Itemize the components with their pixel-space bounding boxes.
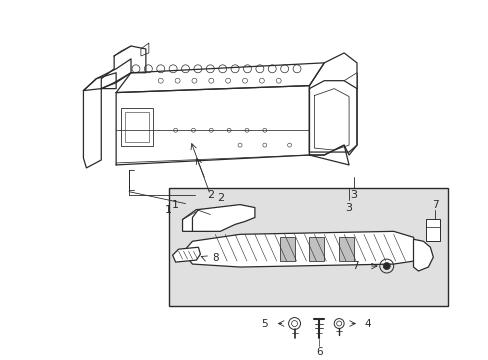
Text: 3: 3 bbox=[345, 203, 352, 212]
Text: 2: 2 bbox=[206, 190, 213, 200]
Text: 6: 6 bbox=[315, 347, 322, 357]
Polygon shape bbox=[339, 237, 353, 261]
Polygon shape bbox=[192, 204, 254, 231]
Polygon shape bbox=[172, 247, 200, 262]
Polygon shape bbox=[309, 237, 324, 261]
Polygon shape bbox=[279, 237, 294, 261]
Circle shape bbox=[383, 262, 389, 270]
Bar bbox=[168, 188, 447, 306]
Text: 1: 1 bbox=[172, 199, 179, 210]
Text: 7: 7 bbox=[352, 261, 358, 271]
Polygon shape bbox=[413, 239, 432, 271]
Bar bbox=[426, 220, 439, 241]
Bar bbox=[125, 112, 148, 142]
Polygon shape bbox=[182, 210, 218, 231]
Polygon shape bbox=[185, 231, 416, 267]
Text: 4: 4 bbox=[363, 319, 370, 329]
Text: 3: 3 bbox=[350, 190, 357, 200]
Text: 2: 2 bbox=[216, 193, 224, 203]
Text: 5: 5 bbox=[261, 319, 267, 329]
Text: 7: 7 bbox=[431, 199, 438, 210]
Text: 8: 8 bbox=[211, 253, 218, 263]
Text: 1: 1 bbox=[165, 204, 172, 215]
Bar bbox=[121, 108, 152, 146]
